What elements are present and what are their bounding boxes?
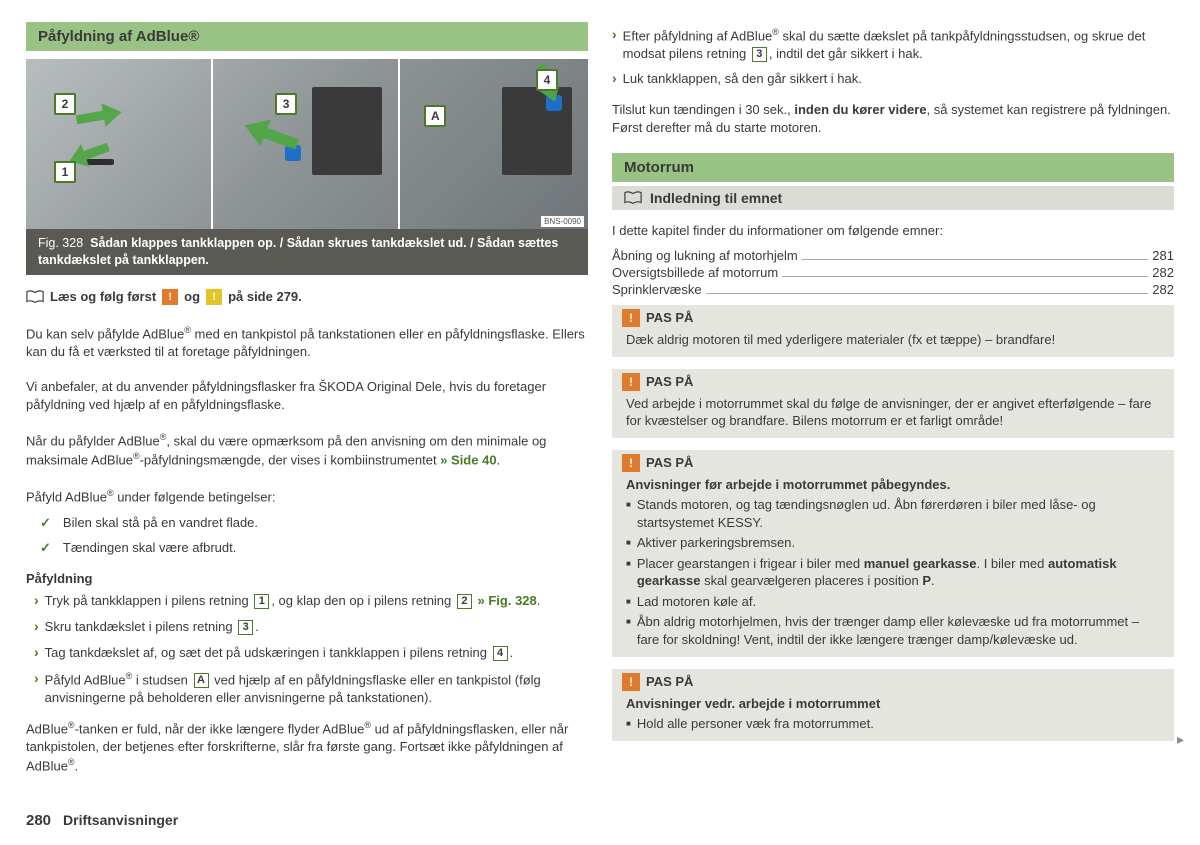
warn-label: PAS PÅ bbox=[646, 374, 693, 389]
warn-block-1: ! PAS PÅ Dæk aldrig motoren til med yderl… bbox=[612, 305, 1174, 357]
warn4-title: Anvisninger vedr. arbejde i motorrummet bbox=[626, 696, 880, 711]
door-handle-shape bbox=[86, 159, 114, 165]
callout-3: 3 bbox=[275, 93, 297, 115]
arrow-2-icon bbox=[74, 97, 125, 135]
toc-row[interactable]: Åbning og lukning af motorhjelm281 bbox=[612, 248, 1174, 263]
warn-orange-icon: ! bbox=[162, 289, 178, 305]
left-column: Påfyldning af AdBlue® 1 2 3 bbox=[26, 22, 588, 796]
toc-intro: I dette kapitel finder du informationer … bbox=[612, 222, 1174, 240]
section-title-motorrum: Motorrum bbox=[612, 153, 1174, 182]
figure-panel-2: 3 bbox=[213, 59, 400, 229]
check-icon: ✓ bbox=[40, 539, 51, 557]
paragraph-3: Når du påfylder AdBlue®, skal du være op… bbox=[26, 431, 588, 469]
fuel-flap-shape bbox=[312, 87, 382, 175]
warn-label: PAS PÅ bbox=[646, 674, 693, 689]
step-row-3: › Tag tankdækslet af, og sæt det på udsk… bbox=[34, 644, 588, 662]
warn-yellow-icon: ! bbox=[206, 289, 222, 305]
book-icon bbox=[26, 290, 44, 304]
callout-1: 1 bbox=[54, 161, 76, 183]
chevron-icon: › bbox=[612, 69, 617, 88]
section-title-text: Påfyldning af AdBlue® bbox=[38, 28, 199, 45]
figure-panel-3: 4 A bbox=[400, 59, 588, 229]
book-icon bbox=[624, 191, 642, 205]
read-first-text-2: og bbox=[184, 289, 200, 304]
badge-1: 1 bbox=[254, 594, 269, 609]
square-bullet-icon: ■ bbox=[626, 500, 631, 511]
square-bullet-icon: ■ bbox=[626, 597, 631, 608]
read-first-text-1: Læs og følg først bbox=[50, 289, 156, 304]
warn-orange-icon: ! bbox=[622, 454, 640, 472]
page-footer: 280 Driftsanvisninger bbox=[26, 806, 1174, 829]
read-first-text-3: på side 279. bbox=[228, 289, 302, 304]
continue-arrow-icon: ▸ bbox=[612, 731, 1184, 748]
figure-328: 1 2 3 4 A BNS-0090 bbox=[26, 59, 588, 275]
link-side-40[interactable]: » Side 40 bbox=[440, 452, 496, 467]
callout-2: 2 bbox=[54, 93, 76, 115]
square-bullet-icon: ■ bbox=[626, 538, 631, 549]
bns-ref-label: BNS-0090 bbox=[541, 216, 584, 227]
warn-orange-icon: ! bbox=[622, 309, 640, 327]
section-title-adblue: Påfyldning af AdBlue® bbox=[26, 22, 588, 51]
step-row-1: › Tryk på tankklappen i pilens retning 1… bbox=[34, 592, 588, 610]
chevron-icon: › bbox=[34, 617, 39, 636]
figure-caption: Fig. 328 Sådan klappes tankklappen op. /… bbox=[26, 229, 588, 275]
callout-4: 4 bbox=[536, 69, 558, 91]
chevron-icon: › bbox=[34, 591, 39, 610]
sub-title-text: Indledning til emnet bbox=[650, 190, 782, 206]
step-row-2: › Skru tankdækslet i pilens retning 3. bbox=[34, 618, 588, 636]
paragraph-5: AdBlue®-tanken er fuld, når der ikke læn… bbox=[26, 719, 588, 774]
subhead-pafyldning: Påfyldning bbox=[26, 571, 588, 586]
figure-panel-1: 1 2 bbox=[26, 59, 213, 229]
warn-block-2: ! PAS PÅ Ved arbejde i motorrummet skal d… bbox=[612, 369, 1174, 438]
sub-title-indledning: Indledning til emnet bbox=[612, 186, 1174, 210]
square-bullet-icon: ■ bbox=[626, 559, 631, 570]
figure-number: Fig. 328 bbox=[38, 236, 83, 250]
rstep-row-2: › Luk tankklappen, så den går sikkert i … bbox=[612, 70, 1174, 88]
warn-body-3: Anvisninger før arbejde i motorrummet på… bbox=[612, 474, 1174, 649]
figure-caption-text: Sådan klappes tankklappen op. / Sådan sk… bbox=[38, 236, 558, 267]
toc-row[interactable]: Oversigtsbillede af motorrum282 bbox=[612, 265, 1174, 280]
link-fig-328[interactable]: » Fig. 328 bbox=[478, 593, 537, 608]
right-column: › Efter påfyldning af AdBlue® skal du sæ… bbox=[612, 22, 1174, 796]
badge-3b: 3 bbox=[752, 47, 767, 62]
warn-block-3: ! PAS PÅ Anvisninger før arbejde i motorr… bbox=[612, 450, 1174, 657]
paragraph-4: Påfyld AdBlue® under følgende betingelse… bbox=[26, 487, 588, 506]
paragraph-tilslut: Tilslut kun tændingen i 30 sek., inden d… bbox=[612, 101, 1174, 136]
warn3-title: Anvisninger før arbejde i motorrummet på… bbox=[626, 477, 950, 492]
warn-body-2: Ved arbejde i motorrummet skal du følge … bbox=[612, 393, 1174, 430]
badge-2: 2 bbox=[457, 594, 472, 609]
read-first-row: Læs og følg først ! og ! på side 279. bbox=[26, 289, 588, 305]
chevron-icon: › bbox=[34, 643, 39, 662]
warn-orange-icon: ! bbox=[622, 673, 640, 691]
square-bullet-icon: ■ bbox=[626, 617, 631, 628]
warn-body-1: Dæk aldrig motoren til med yderligere ma… bbox=[612, 329, 1174, 349]
figure-image: 1 2 3 4 A BNS-0090 bbox=[26, 59, 588, 229]
toc-row[interactable]: Sprinklervæske282 bbox=[612, 282, 1174, 297]
rstep-row-1: › Efter påfyldning af AdBlue® skal du sæ… bbox=[612, 26, 1174, 62]
warn-label: PAS PÅ bbox=[646, 310, 693, 325]
badge-A: A bbox=[194, 673, 209, 688]
warn-label: PAS PÅ bbox=[646, 455, 693, 470]
footer-section: Driftsanvisninger bbox=[63, 812, 178, 828]
badge-3: 3 bbox=[238, 620, 253, 635]
step-row-4: › Påfyld AdBlue® i studsen A ved hjælp a… bbox=[34, 670, 588, 706]
square-bullet-icon: ■ bbox=[626, 719, 631, 730]
callout-A: A bbox=[424, 105, 446, 127]
condition-row-2: ✓Tændingen skal være afbrudt. bbox=[40, 539, 588, 557]
warn-body-4: Anvisninger vedr. arbejde i motorrummet … bbox=[612, 693, 1174, 733]
badge-4: 4 bbox=[493, 646, 508, 661]
check-icon: ✓ bbox=[40, 514, 51, 532]
paragraph-1: Du kan selv påfylde AdBlue® med en tankp… bbox=[26, 324, 588, 360]
paragraph-2: Vi anbefaler, at du anvender påfyldnings… bbox=[26, 378, 588, 413]
warn-orange-icon: ! bbox=[622, 373, 640, 391]
chevron-icon: › bbox=[34, 669, 39, 688]
page-number: 280 bbox=[26, 812, 51, 829]
toc-list: Åbning og lukning af motorhjelm281 Overs… bbox=[612, 246, 1174, 299]
chevron-icon: › bbox=[612, 25, 617, 44]
condition-row-1: ✓Bilen skal stå på en vandret flade. bbox=[40, 514, 588, 532]
